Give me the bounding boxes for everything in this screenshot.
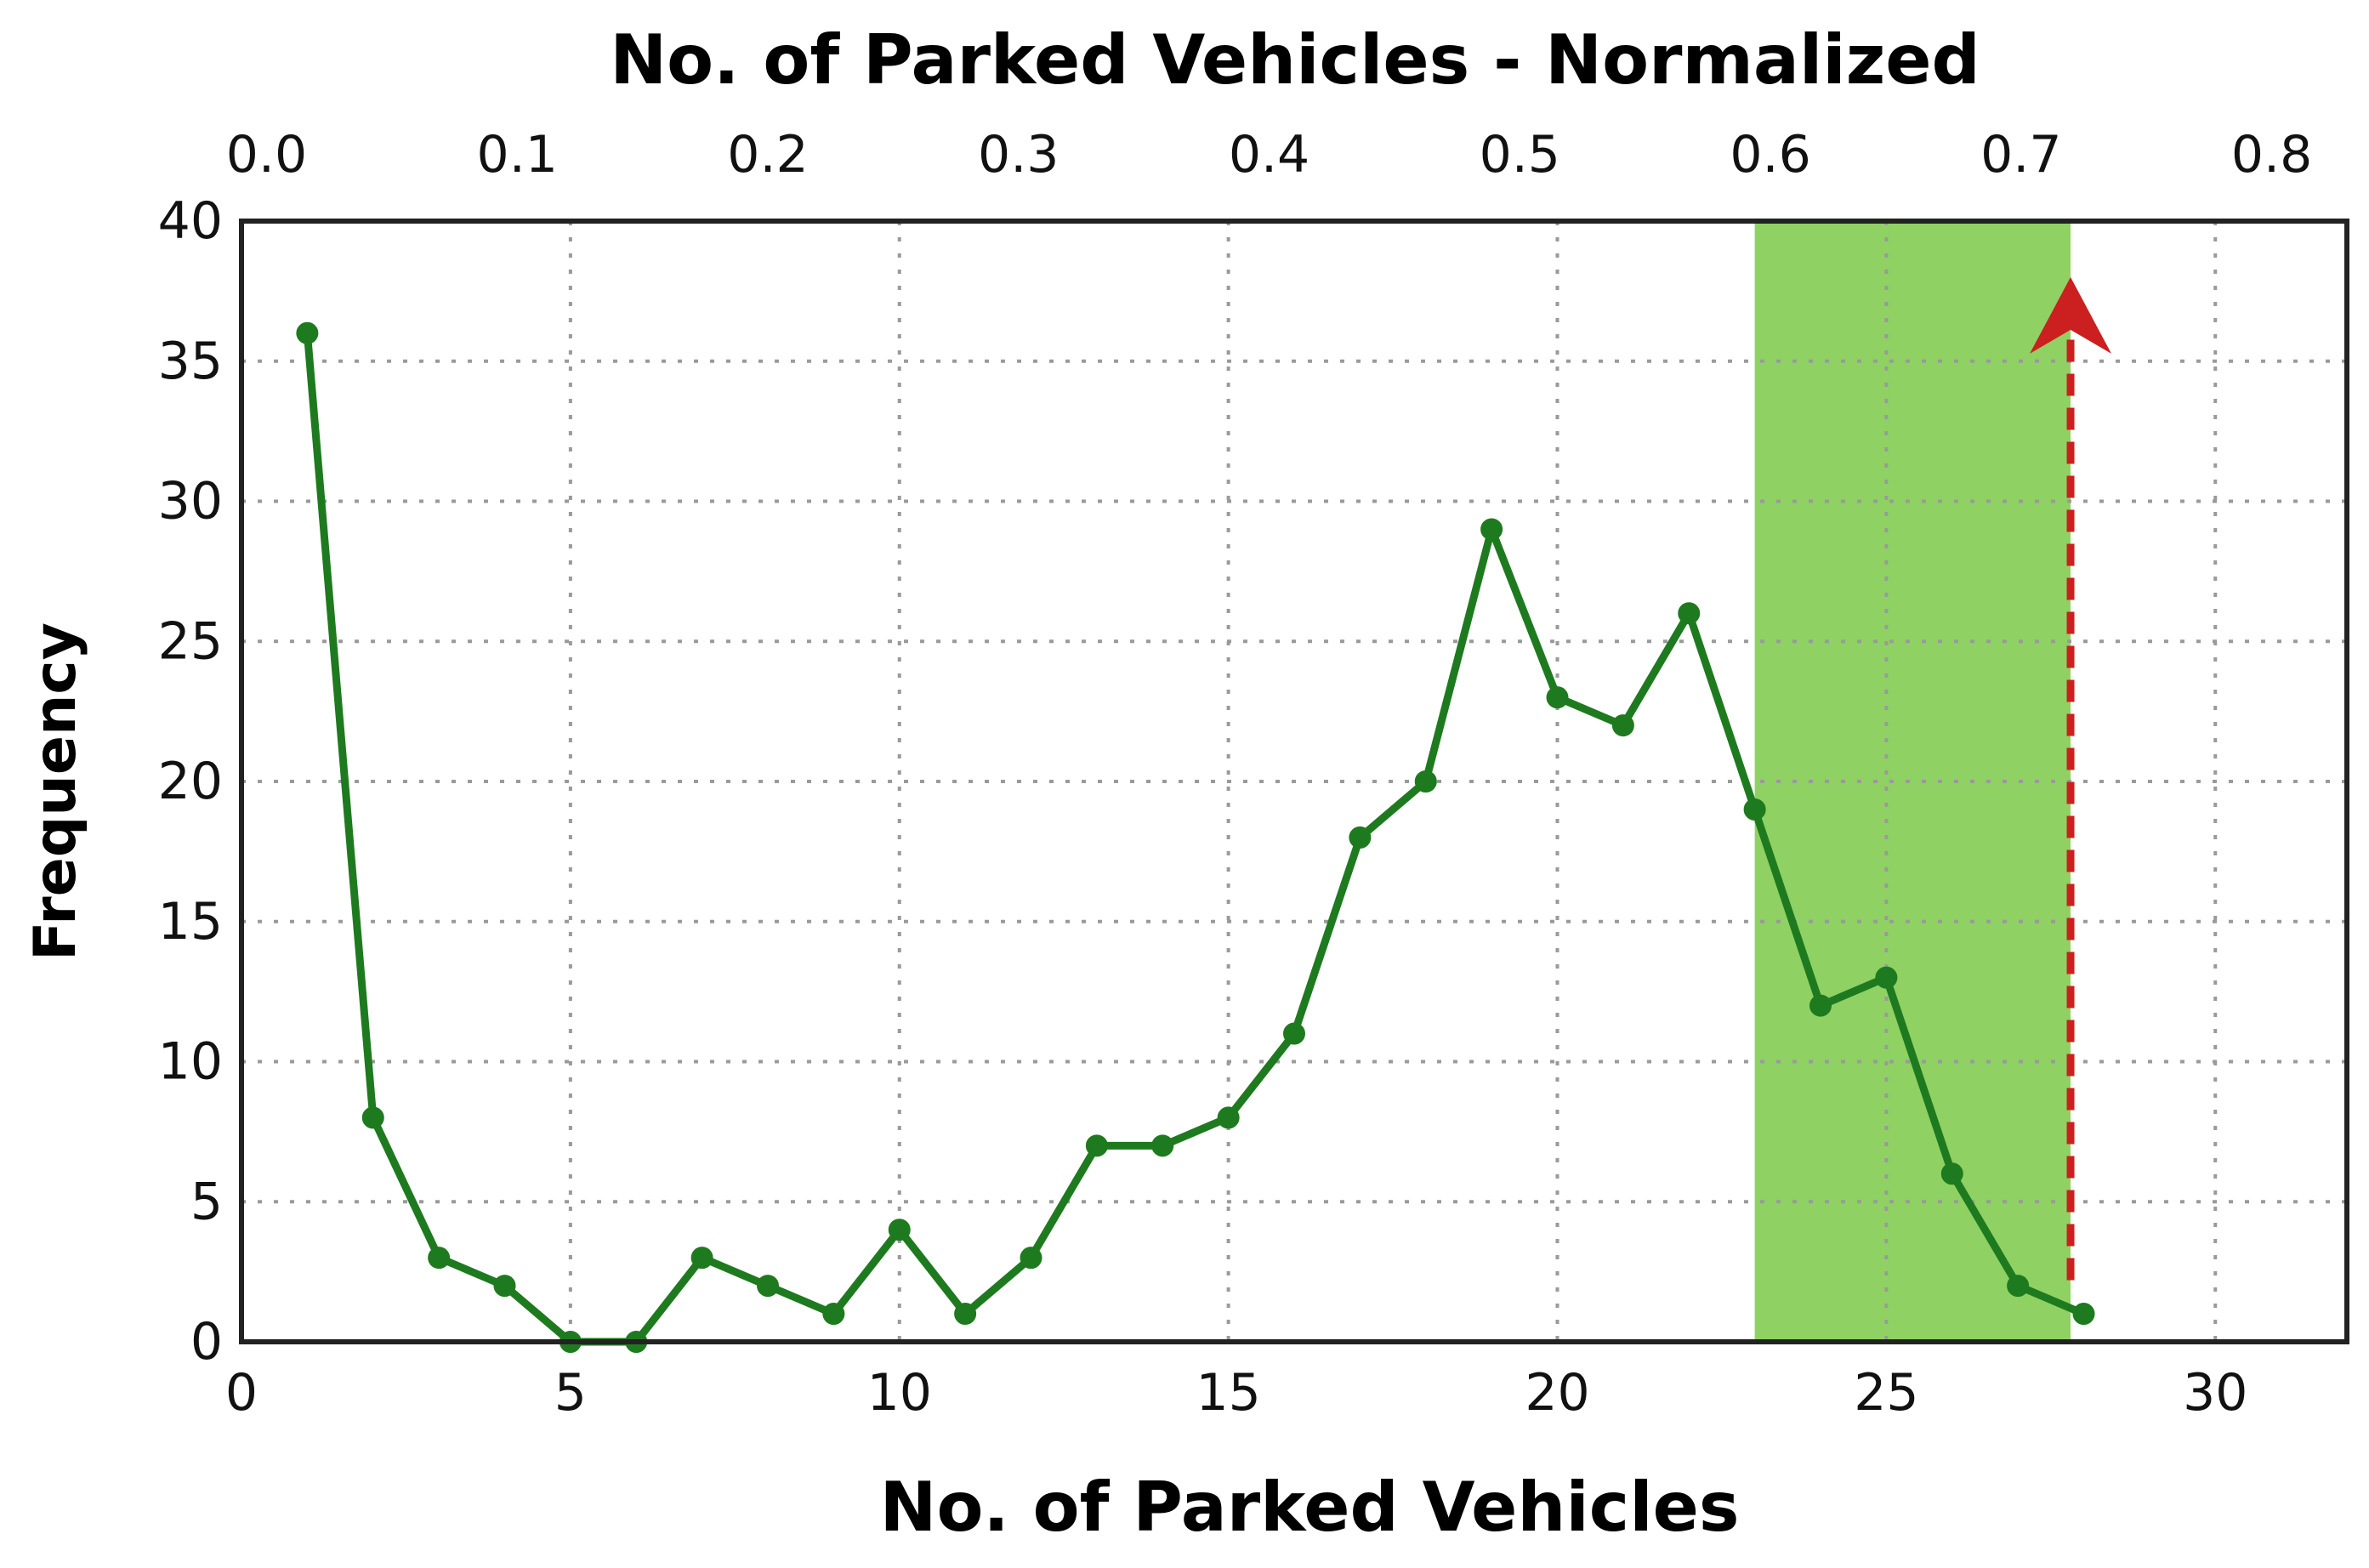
data-point bbox=[1940, 1162, 1963, 1185]
data-point bbox=[888, 1219, 911, 1241]
data-point bbox=[1875, 966, 1898, 989]
x2-axis-title: No. of Parked Vehicles - Normalized bbox=[610, 20, 1980, 99]
y-tick-label: 30 bbox=[158, 472, 223, 531]
data-point bbox=[1809, 994, 1832, 1017]
x-tick-label: 10 bbox=[867, 1363, 932, 1423]
data-point bbox=[428, 1247, 451, 1270]
y-tick-label: 25 bbox=[158, 611, 223, 671]
data-point bbox=[1151, 1134, 1174, 1157]
data-point bbox=[1678, 602, 1701, 625]
x2-tick-label: 0.6 bbox=[1730, 125, 1810, 185]
data-point bbox=[1217, 1106, 1240, 1129]
x-axis-title: No. of Parked Vehicles bbox=[879, 1468, 1739, 1547]
highlight-region bbox=[1754, 221, 2071, 1342]
y-tick-label: 35 bbox=[158, 332, 223, 391]
x2-tick-labels: 0.0 0.1 0.2 0.3 0.4 0.5 0.6 0.7 0.8 bbox=[226, 125, 2313, 185]
y-tick-label: 15 bbox=[158, 892, 223, 952]
arrow-layer bbox=[2030, 276, 2112, 1281]
x2-tick-label: 0.3 bbox=[978, 125, 1059, 185]
x2-tick-label: 0.8 bbox=[2231, 125, 2312, 185]
x2-tick-label: 0.4 bbox=[1229, 125, 1309, 185]
highlight-region-layer bbox=[1754, 221, 2071, 1342]
x2-tick-label: 0.5 bbox=[1480, 125, 1560, 185]
y-tick-label: 5 bbox=[190, 1172, 223, 1231]
arrow-head bbox=[2030, 276, 2112, 354]
grid-layer bbox=[241, 221, 2347, 1342]
data-point bbox=[690, 1247, 713, 1270]
data-point bbox=[1349, 826, 1372, 849]
data-point bbox=[2007, 1275, 2030, 1298]
y-tick-label: 20 bbox=[158, 752, 223, 811]
y-tick-label: 10 bbox=[158, 1032, 223, 1092]
x2-tick-label: 0.7 bbox=[1980, 125, 2061, 185]
data-point bbox=[1611, 714, 1634, 737]
y-axis-title: Frequency bbox=[22, 622, 89, 961]
data-point bbox=[1283, 1022, 1305, 1045]
x-tick-label: 0 bbox=[225, 1363, 258, 1423]
data-point bbox=[822, 1303, 845, 1326]
x2-tick-label: 0.1 bbox=[477, 125, 558, 185]
x2-tick-label: 0.2 bbox=[727, 125, 808, 185]
x-tick-label: 30 bbox=[2183, 1363, 2247, 1423]
data-point bbox=[1743, 798, 1766, 821]
x-tick-label: 15 bbox=[1196, 1363, 1260, 1423]
data-point bbox=[1020, 1247, 1042, 1270]
data-point bbox=[1546, 686, 1569, 709]
x-tick-label: 25 bbox=[1854, 1363, 1918, 1423]
data-point bbox=[954, 1303, 977, 1326]
y-tick-labels: 0 5 10 15 20 25 30 35 40 bbox=[158, 191, 223, 1372]
data-point bbox=[493, 1275, 516, 1298]
y-tick-label: 40 bbox=[158, 191, 223, 251]
data-point bbox=[1480, 518, 1503, 541]
data-point bbox=[757, 1275, 779, 1298]
plot-frame bbox=[239, 219, 2349, 1344]
x-tick-label: 20 bbox=[1525, 1363, 1589, 1423]
data-point bbox=[361, 1106, 384, 1129]
y-tick-label: 0 bbox=[190, 1312, 223, 1372]
x2-tick-label: 0.0 bbox=[226, 125, 307, 185]
data-point bbox=[2072, 1303, 2095, 1326]
x-tick-label: 5 bbox=[554, 1363, 587, 1423]
data-point bbox=[1085, 1134, 1108, 1157]
data-point bbox=[1414, 770, 1437, 793]
x-tick-labels: 0 5 10 15 20 25 30 bbox=[225, 1363, 2248, 1423]
data-point bbox=[296, 321, 319, 344]
